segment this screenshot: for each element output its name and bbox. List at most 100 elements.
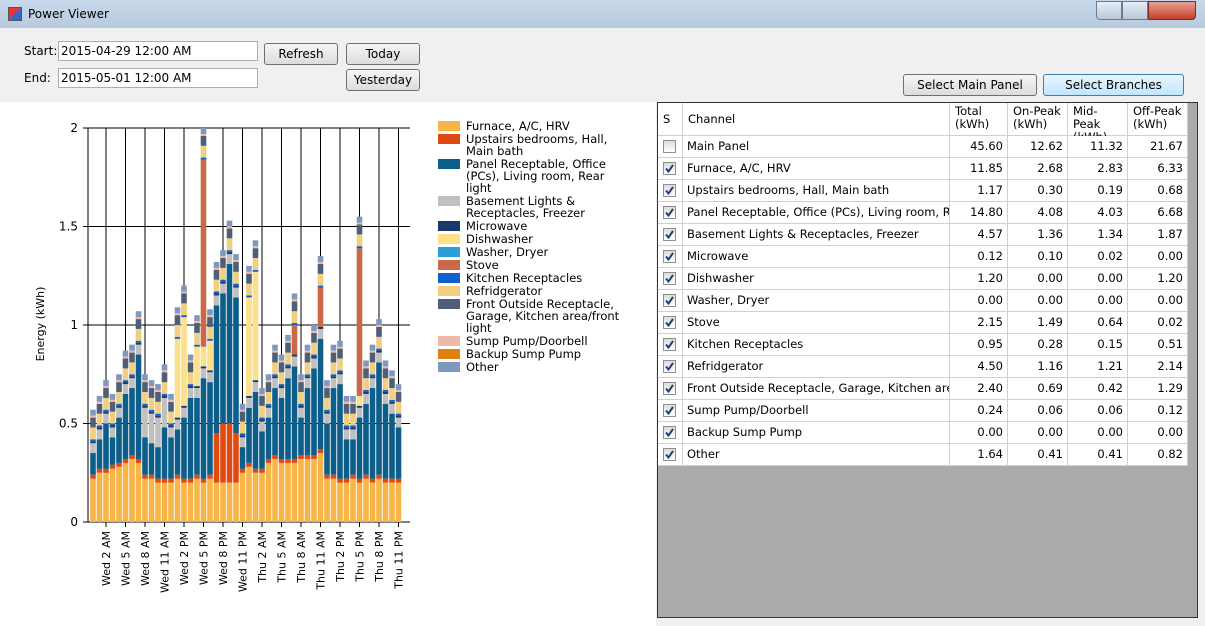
legend-item: Backup Sump Pump (438, 348, 638, 360)
legend-label: Refridgerator (466, 284, 543, 298)
bar-segment (285, 458, 291, 463)
bar-segment (330, 376, 337, 379)
bar-segment (90, 474, 96, 479)
table-cell: 0.64 (1068, 312, 1128, 334)
bar-segment (259, 393, 265, 396)
bar-segment (103, 468, 109, 473)
bar-segment (324, 411, 330, 414)
bar-segment (311, 330, 317, 333)
bar-segment (96, 429, 103, 440)
bar-segment (155, 401, 161, 414)
bar-segment (142, 382, 148, 392)
table-cell: 2.14 (1128, 356, 1188, 378)
bar-segment (324, 423, 330, 475)
bar-segment (324, 409, 330, 412)
bar-segment (363, 378, 369, 391)
table-cell: Sump Pump/Doorbell (683, 400, 950, 422)
bar-segment (142, 478, 148, 522)
checkbox[interactable] (663, 382, 676, 395)
legend-item: Other (438, 361, 638, 373)
checkbox[interactable] (663, 162, 676, 175)
select-main-button[interactable]: Select Main Panel (903, 74, 1037, 96)
x-tick-label: Wed 2 AM (100, 531, 113, 586)
bar-segment (96, 401, 103, 404)
app-icon (8, 7, 22, 21)
bar-segment (369, 374, 376, 377)
bar-segment (129, 374, 135, 377)
legend-label: Kitchen Receptacles (466, 271, 583, 285)
bar-segment (181, 285, 187, 292)
minimize-button[interactable] (1096, 1, 1122, 20)
bar-segment (395, 391, 402, 402)
today-button[interactable]: Today (346, 43, 420, 65)
checkbox[interactable] (663, 360, 676, 373)
bar-segment (142, 374, 148, 381)
checkbox[interactable] (663, 250, 676, 263)
table-cell: 1.87 (1128, 224, 1188, 246)
yesterday-button[interactable]: Yesterday (346, 69, 420, 91)
bar-segment (389, 370, 395, 377)
check-mark (665, 296, 674, 306)
checkbox[interactable] (663, 338, 676, 351)
bar-segment (265, 374, 272, 381)
bar-segment (382, 366, 389, 369)
legend-swatch (438, 159, 460, 169)
maximize-button[interactable] (1122, 1, 1148, 20)
checkbox[interactable] (663, 316, 676, 329)
bar-segment (174, 315, 181, 325)
table-cell: 0.15 (1068, 334, 1128, 356)
table-cell: 1.16 (1008, 356, 1068, 378)
start-date-picker[interactable]: 2015-04-29 12:00 AM (58, 41, 258, 61)
bar-segment (90, 453, 96, 475)
checkbox[interactable] (663, 294, 676, 307)
checkbox[interactable] (663, 404, 676, 417)
bar-segment (200, 135, 207, 146)
bar-segment (389, 376, 395, 379)
bar-segment (109, 464, 116, 469)
table-cell: 11.32 (1068, 136, 1128, 158)
bar-segment (213, 433, 220, 483)
legend-label: Backup Sump Pump (466, 347, 582, 361)
column-header: Total (kWh) (950, 103, 1008, 136)
bar-segment (356, 222, 363, 225)
bar-segment (233, 285, 239, 288)
checkbox[interactable] (663, 184, 676, 197)
table-cell: 0.51 (1128, 334, 1188, 356)
table-cell: 0.10 (1008, 246, 1068, 268)
bar-segment (252, 391, 259, 469)
bar-segment (129, 350, 135, 353)
select-branches-button[interactable]: Select Branches (1043, 74, 1184, 96)
bar-segment (311, 325, 317, 331)
bar-segment (311, 356, 317, 359)
x-tick-label: Thu 11 PM (393, 531, 406, 590)
checkbox-cell (658, 224, 683, 246)
bar-segment (382, 368, 389, 379)
checkbox[interactable] (663, 206, 676, 219)
bar-segment (187, 388, 194, 398)
checkbox[interactable] (663, 228, 676, 241)
bar-segment (265, 403, 272, 406)
checkbox[interactable] (663, 272, 676, 285)
table-cell: 0.02 (1068, 246, 1128, 268)
bar-segment (304, 350, 311, 353)
bar-segment (356, 407, 363, 418)
legend-item: Washer, Dryer (438, 246, 638, 258)
bar-segment (168, 478, 174, 483)
table-cell: 2.83 (1068, 158, 1128, 180)
close-button[interactable] (1148, 1, 1196, 20)
checkbox[interactable] (663, 140, 676, 153)
bar-segment (337, 358, 343, 371)
bar-segment (311, 354, 317, 357)
bar-segment (298, 380, 304, 383)
bar-segment (291, 356, 298, 367)
refresh-button[interactable]: Refresh (264, 43, 338, 65)
bar-segment (142, 380, 148, 383)
bar-segment (155, 447, 161, 479)
end-date-picker[interactable]: 2015-05-01 12:00 AM (58, 68, 258, 88)
checkbox[interactable] (663, 426, 676, 439)
checkbox[interactable] (663, 448, 676, 461)
bar-segment (252, 382, 259, 392)
bar-segment (389, 413, 395, 479)
bar-segment (291, 325, 298, 355)
bar-segment (142, 437, 148, 475)
